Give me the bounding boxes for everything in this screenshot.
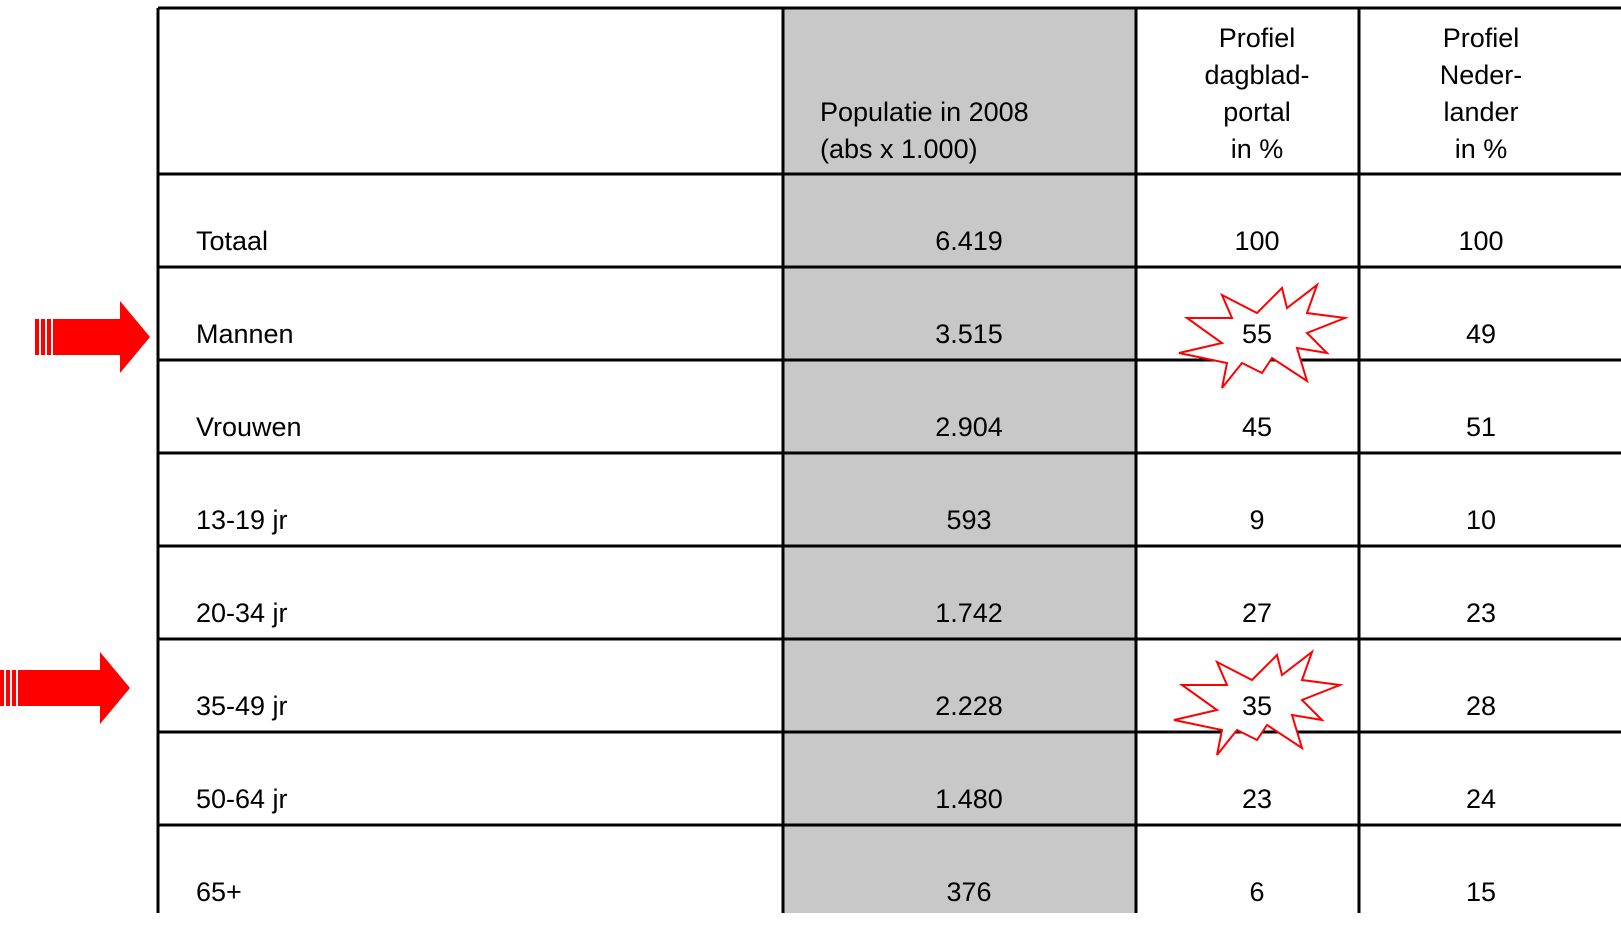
cell-value: 35 [1242,691,1272,721]
header-text: portal [1223,97,1291,127]
cell-value: 15 [1466,877,1496,907]
table-text: Populatie in 2008 (abs x 1.000) Profiel dag… [196,23,1522,907]
cell-value: 27 [1242,598,1272,628]
header-text: (abs x 1.000) [820,134,978,164]
cell-value: 24 [1466,784,1496,814]
header-text: in % [1455,134,1508,164]
cell-value: 100 [1234,226,1279,256]
cell-value: 55 [1242,319,1272,349]
cell-value: 10 [1466,505,1496,535]
header-text: Neder- [1440,60,1523,90]
cell-value: 2.228 [935,691,1003,721]
cell-value: 49 [1466,319,1496,349]
cell-value: 45 [1242,412,1272,442]
header-text: Populatie in 2008 [820,97,1029,127]
cell-value: 9 [1249,505,1264,535]
cell-value: 593 [946,505,991,535]
cell-value: 100 [1458,226,1503,256]
cell-value: 6 [1249,877,1264,907]
header-text: lander [1443,97,1518,127]
header-text: Profiel [1219,23,1296,53]
starburst [1173,649,1344,756]
row-label: 13-19 jr [196,505,288,535]
cell-value: 1.480 [935,784,1003,814]
header-text: in % [1231,134,1284,164]
row-label: 35-49 jr [196,691,288,721]
cell-value: 51 [1466,412,1496,442]
starburst [1178,282,1349,389]
table-grid [156,6,1621,913]
row-label: 20-34 jr [196,598,288,628]
highlight-column [783,8,1136,913]
cell-value: 3.515 [935,319,1003,349]
cell-value: 1.742 [935,598,1003,628]
row-label: Vrouwen [196,412,302,442]
row-label: Mannen [196,319,294,349]
cell-value: 376 [946,877,991,907]
cell-value: 2.904 [935,412,1003,442]
arrow [0,652,130,724]
header-text: Profiel [1443,23,1520,53]
cell-value: 28 [1466,691,1496,721]
cell-value: 6.419 [935,226,1003,256]
header-text: dagblad- [1204,60,1309,90]
row-label: 50-64 jr [196,784,288,814]
row-label: 65+ [196,877,242,907]
row-label: Totaal [196,226,268,256]
arrow [35,301,150,373]
cell-value: 23 [1242,784,1272,814]
cell-value: 23 [1466,598,1496,628]
